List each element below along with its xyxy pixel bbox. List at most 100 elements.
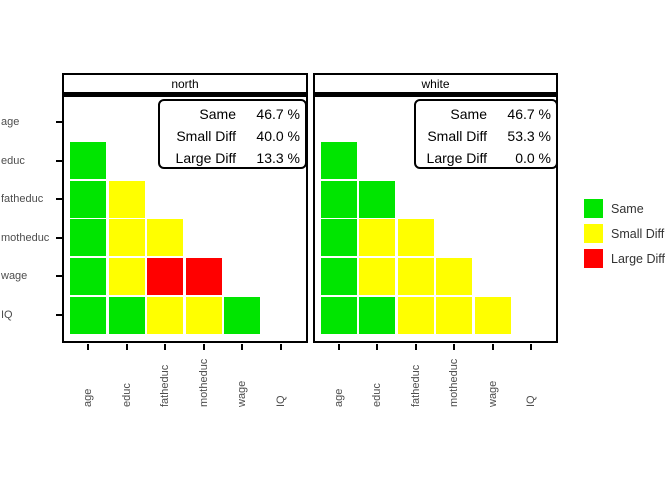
- facet-strip-white: white: [313, 73, 558, 95]
- cell-north-wage-educ: [108, 257, 145, 295]
- stat-label-large-diff: Large Diff: [426, 150, 487, 166]
- stat-label-small-diff: Small Diff: [176, 128, 236, 144]
- cell-white-wage-age: [320, 257, 357, 295]
- cell-white-wage-fatheduc: [397, 257, 434, 295]
- cell-north-motheduc-age: [70, 219, 106, 257]
- cell-north-motheduc-fatheduc: [147, 219, 183, 257]
- x-axis-tick: [337, 344, 340, 350]
- cell-north-fatheduc-age: [70, 180, 106, 218]
- stat-row: Same 46.7 %: [420, 103, 551, 125]
- y-axis-tick: [56, 314, 62, 316]
- legend-swatch-small-diff: [584, 224, 603, 243]
- cell-north-wage-age: [70, 257, 106, 295]
- x-axis-label-educ: educ: [371, 383, 383, 407]
- y-axis-tick: [56, 275, 62, 278]
- x-axis-tick: [87, 344, 89, 350]
- y-axis-tick: [56, 236, 62, 239]
- stat-row: Small Diff 40.0 %: [164, 125, 300, 147]
- y-axis-label-IQ: IQ: [1, 309, 13, 321]
- cell-white-educ-age: [320, 142, 357, 180]
- cell-white-IQ-fatheduc: [397, 296, 434, 334]
- legend-swatch-large-diff: [584, 249, 603, 268]
- stat-value-small-diff: 53.3 %: [507, 128, 551, 144]
- x-axis-tick: [164, 344, 166, 350]
- cell-north-IQ-motheduc: [185, 296, 222, 334]
- stat-value-large-diff: 0.0 %: [515, 150, 551, 166]
- x-axis-label-wage: wage: [236, 380, 248, 407]
- cell-north-IQ-fatheduc: [147, 296, 183, 334]
- legend-item-small-diff: Small Diff: [584, 224, 665, 243]
- cell-north-motheduc-educ: [108, 219, 145, 257]
- y-axis-tick: [56, 121, 62, 123]
- cell-white-wage-motheduc: [436, 257, 472, 295]
- cell-white-motheduc-age: [320, 219, 357, 257]
- stat-value-large-diff: 13.3 %: [256, 150, 300, 166]
- cell-north-fatheduc-educ: [108, 180, 145, 218]
- x-axis-label-fatheduc: fatheduc: [409, 364, 422, 407]
- legend-label-small-diff: Small Diff: [611, 226, 665, 241]
- y-axis-label-fatheduc: fatheduc: [1, 193, 44, 206]
- cell-north-IQ-age: [70, 296, 106, 334]
- y-axis-label-age: age: [1, 116, 20, 128]
- x-axis-label-educ: educ: [120, 383, 133, 407]
- stat-value-same: 46.7 %: [507, 106, 551, 122]
- stat-row: Large Diff 13.3 %: [164, 147, 300, 169]
- x-axis-label-age: age: [82, 388, 94, 407]
- stat-value-small-diff: 40.0 %: [256, 128, 300, 144]
- stat-box-north: Same 46.7 % Small Diff 40.0 % Large Diff…: [158, 99, 307, 169]
- stat-label-large-diff: Large Diff: [175, 150, 236, 166]
- x-axis-tick: [241, 344, 243, 350]
- x-axis-tick: [453, 344, 455, 350]
- legend-swatch-same: [584, 199, 603, 218]
- x-axis-label-IQ: IQ: [525, 395, 537, 407]
- legend-label-large-diff: Large Diff: [611, 251, 665, 266]
- legend: Same Small Diff Large Diff: [584, 199, 665, 274]
- x-axis-tick: [279, 344, 282, 350]
- x-axis-label-motheduc: motheduc: [448, 358, 460, 407]
- cell-north-educ-age: [70, 142, 106, 180]
- cell-north-wage-motheduc: [185, 257, 222, 295]
- stat-label-same: Same: [450, 106, 487, 122]
- legend-item-same: Same: [584, 199, 665, 218]
- legend-label-same: Same: [611, 201, 644, 216]
- x-axis-tick: [376, 344, 378, 350]
- cell-north-IQ-educ: [108, 296, 145, 334]
- x-axis-tick: [202, 344, 205, 350]
- cell-white-IQ-educ: [359, 296, 395, 334]
- cell-white-fatheduc-educ: [359, 180, 395, 218]
- y-axis-label-motheduc: motheduc: [1, 231, 50, 244]
- cell-white-motheduc-fatheduc: [397, 219, 434, 257]
- cell-north-IQ-wage: [224, 296, 260, 334]
- x-axis-tick: [125, 344, 128, 350]
- y-axis-label-wage: wage: [1, 270, 28, 283]
- cell-white-IQ-motheduc: [436, 296, 472, 334]
- x-axis-tick: [530, 344, 532, 350]
- stat-row: Small Diff 53.3 %: [420, 125, 551, 147]
- stat-value-same: 46.7 %: [256, 106, 300, 122]
- legend-item-large-diff: Large Diff: [584, 249, 665, 268]
- x-axis-tick: [414, 344, 417, 350]
- cell-white-motheduc-educ: [359, 219, 395, 257]
- stat-row: Same 46.7 %: [164, 103, 300, 125]
- x-axis-label-wage: wage: [486, 380, 499, 407]
- facet-title-north: north: [171, 77, 199, 91]
- stat-label-small-diff: Small Diff: [427, 128, 487, 144]
- cell-north-wage-fatheduc: [147, 257, 183, 295]
- x-axis-label-motheduc: motheduc: [197, 358, 210, 407]
- y-axis-label-educ: educ: [1, 154, 25, 167]
- y-axis-tick: [56, 159, 62, 162]
- x-axis-label-fatheduc: fatheduc: [159, 364, 171, 407]
- x-axis-tick: [491, 344, 494, 350]
- facet-strip-north: north: [62, 73, 308, 95]
- x-axis-label-IQ: IQ: [274, 395, 287, 407]
- stat-row: Large Diff 0.0 %: [420, 147, 551, 169]
- stat-label-same: Same: [199, 106, 236, 122]
- cell-white-fatheduc-age: [320, 180, 357, 218]
- y-axis-tick: [56, 198, 62, 201]
- x-axis-label-age: age: [332, 388, 345, 407]
- stat-box-white: Same 46.7 % Small Diff 53.3 % Large Diff…: [414, 99, 558, 169]
- facet-title-white: white: [421, 77, 450, 91]
- cell-white-IQ-wage: [474, 296, 511, 334]
- cell-white-wage-educ: [359, 257, 395, 295]
